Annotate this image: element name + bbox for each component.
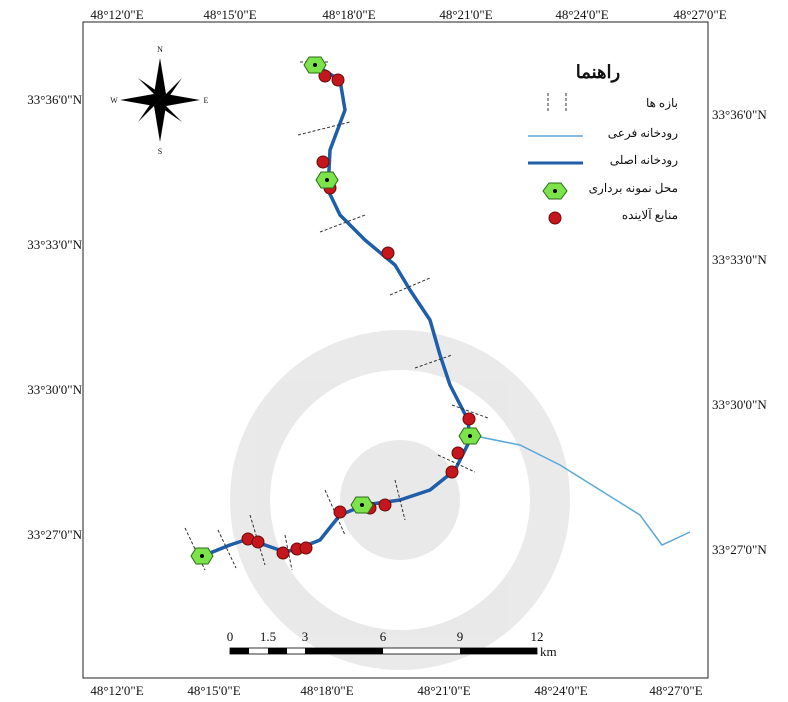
pollution-source: [300, 542, 312, 554]
bottom-coord: 48°27'0"E: [649, 683, 702, 698]
tributary-river: [470, 435, 690, 545]
scale-label: 3: [302, 629, 309, 644]
top-coord: 48°18'0"E: [322, 7, 375, 22]
pollution-source: [332, 74, 344, 86]
pollution-source: [446, 466, 458, 478]
map-page: N S W E راهنما 48°12'0"E 48°15'0"E 48°18'0…: [0, 0, 788, 702]
left-coord: 33°36'0"N: [27, 92, 82, 107]
scale-label: 1.5: [260, 629, 276, 644]
scale-label: 0: [227, 629, 234, 644]
legend-item: بازه ها: [646, 96, 678, 110]
sampling-dot: [200, 554, 204, 558]
bottom-coord: 48°24'0"E: [534, 683, 587, 698]
left-coord: 33°33'0"N: [27, 237, 82, 252]
top-coord: 48°24'0"E: [555, 7, 608, 22]
compass-e: E: [204, 96, 209, 105]
sampling-dot: [468, 434, 472, 438]
bottom-coord: 48°15'0"E: [187, 683, 240, 698]
top-coord: 48°27'0"E: [673, 7, 726, 22]
compass-s: S: [158, 147, 162, 156]
pollution-source: [277, 547, 289, 559]
legend-item: رودخانه فرعی: [608, 126, 679, 140]
pollution-source: [452, 447, 464, 459]
bottom-coord: 48°18'0"E: [300, 683, 353, 698]
left-coord: 33°30'0"N: [27, 382, 82, 397]
legend: راهنما: [528, 62, 620, 224]
scale-bar: [230, 648, 537, 654]
legend-item: منابع آلاینده: [622, 207, 678, 222]
pollution-source: [379, 499, 391, 511]
top-coord: 48°12'0"E: [90, 7, 143, 22]
top-coord: 48°15'0"E: [203, 7, 256, 22]
bottom-coord: 48°21'0"E: [417, 683, 470, 698]
right-coord: 33°30'0"N: [712, 397, 767, 412]
bottom-coord: 48°12'0"E: [90, 683, 143, 698]
right-coord: 33°36'0"N: [712, 107, 767, 122]
sampling-dot: [313, 63, 317, 67]
compass-w: W: [110, 96, 118, 105]
sampling-dot: [325, 178, 329, 182]
map: N S W E راهنما 48°12'0"E 48°15'0"E 48°18'0…: [0, 0, 788, 702]
right-coord: 33°27'0"N: [712, 542, 767, 557]
legend-item: رودخانه اصلی: [610, 153, 678, 167]
sampling-dot: [360, 503, 364, 507]
top-coord: 48°21'0"E: [439, 7, 492, 22]
scale-unit: km: [540, 644, 557, 659]
compass: N S W E: [110, 45, 208, 156]
scale-label: 6: [380, 629, 387, 644]
legend-item: محل نمونه برداری: [589, 181, 678, 195]
pollution-source: [463, 413, 475, 425]
right-coord: 33°33'0"N: [712, 252, 767, 267]
legend-title: راهنما: [576, 62, 621, 83]
pollution-source: [317, 156, 329, 168]
left-coord: 33°27'0"N: [27, 527, 82, 542]
pollution-source: [382, 247, 394, 259]
compass-n: N: [157, 45, 163, 54]
scale-label: 9: [457, 629, 464, 644]
pollution-source: [252, 536, 264, 548]
pollution-source: [334, 506, 346, 518]
scale-label: 12: [531, 629, 544, 644]
